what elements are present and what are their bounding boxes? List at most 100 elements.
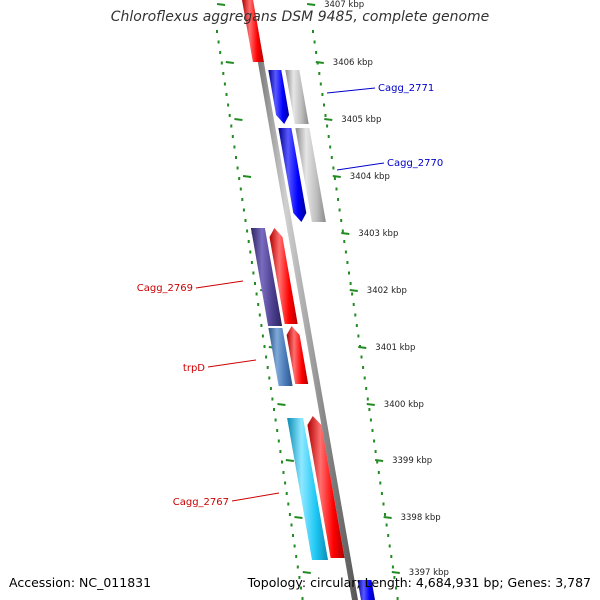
track-dot [374,450,377,453]
track-dot [332,166,335,170]
track-dot [365,387,368,390]
tick-dots [216,30,399,600]
track-dot [333,177,336,180]
track-dot [225,93,228,96]
tick-mark-right [332,175,341,178]
track-dot [216,30,218,33]
track-dot [222,72,225,75]
map-title: Chloroflexus aggregans DSM 9485, complet… [110,9,490,25]
gene-cagg2767-cyan-shape [287,418,328,560]
track-dot [327,135,330,138]
tick-mark-left [216,3,226,6]
track-dot [324,114,327,117]
gene-cagg2769-red [269,228,298,324]
gene-label-leader [336,162,385,171]
tick-mark-left [277,403,286,406]
track-dot [373,439,376,443]
track-dot [244,219,247,222]
track-dot [276,429,279,432]
track-dot [249,250,252,254]
track-dot [236,166,239,170]
gene-trpd-steel [268,328,293,386]
track-dot [346,261,349,264]
track-dot [279,450,282,453]
track-dot [326,124,329,128]
tick-mark-right [349,289,358,292]
track-dot [227,103,230,107]
gene-cagg2770-gray-shape [295,128,326,222]
track-dot [296,565,299,569]
track-dot [288,513,291,516]
track-dot [379,481,382,485]
track-dot [246,229,249,233]
track-dot [377,471,380,474]
gene-cagg2770-blue-shape [278,128,307,222]
track-dot [387,534,390,537]
gene-trpd-red [286,326,309,384]
track-dot [380,492,383,495]
gene-cagg2771-blue-shape [268,70,290,124]
gene-labels: Cagg_2771 Cagg_2770 Cagg_2769 trpD Cagg_2767 [137,83,444,508]
tick-label: 3405 kbp [341,115,381,125]
track-dot [343,240,346,243]
track-dot [329,145,332,149]
track-dot [231,135,234,138]
tick-label: 3398 kbp [401,513,441,523]
track-dot [257,303,260,306]
track-dot [295,555,298,558]
track-dot [228,114,231,117]
gene-cagg2767-red [307,416,345,558]
track-dot [330,156,333,159]
tick-label: 3401 kbp [375,343,415,353]
track-dot [242,208,245,212]
tick-label: 3400 kbp [384,400,424,410]
track-dot [263,345,266,348]
gene-cagg2767-red-shape [307,416,345,558]
track-dot [382,502,385,506]
tick-mark-right [315,61,324,64]
track-dot [337,198,340,201]
track-dot [274,418,277,422]
track-dot [300,586,302,590]
track-dot [363,376,366,380]
track-dot [233,145,236,149]
track-dot [395,586,397,590]
track-dot [284,481,287,485]
track-dot [393,576,396,579]
track-dot [396,597,399,600]
tick-label: 3404 kbp [350,172,390,182]
gene-label-leader [207,359,257,368]
track-dot [285,492,288,495]
track-dot [292,534,294,537]
tick-label: 3406 kbp [333,58,373,68]
track-dot [239,187,242,191]
track-dot [384,513,386,516]
scale-ticks: 3407 kbp 3406 kbp 3405 kbp 3404 kbp 3403 kbp… [216,0,449,578]
gene-label: Cagg_2769 [137,283,193,294]
track-dot [318,72,321,75]
track-dot [220,61,223,65]
track-dot [357,334,360,338]
track-dot [265,355,268,359]
tick-mark-right [391,571,400,574]
gene-cagg2769-purple [250,228,283,326]
track-dot [390,555,393,558]
track-dot [250,261,253,264]
tick-mark-left [242,175,252,178]
tick-mark-right [358,346,367,349]
track-dot [340,219,343,222]
track-dot [260,324,263,327]
gene-top-red-shape [242,0,264,62]
track-dot [354,313,357,317]
tick-mark-right [374,459,384,462]
gene-cagg2771-blue [268,70,290,124]
tick-label: 3403 kbp [358,229,398,239]
track-dot [355,324,358,327]
gene-label-leader [195,280,244,289]
gene-label-leader [231,492,280,502]
track-dot [217,40,220,44]
tick-label: 3397 kbp [409,568,449,578]
track-dot [247,240,250,243]
